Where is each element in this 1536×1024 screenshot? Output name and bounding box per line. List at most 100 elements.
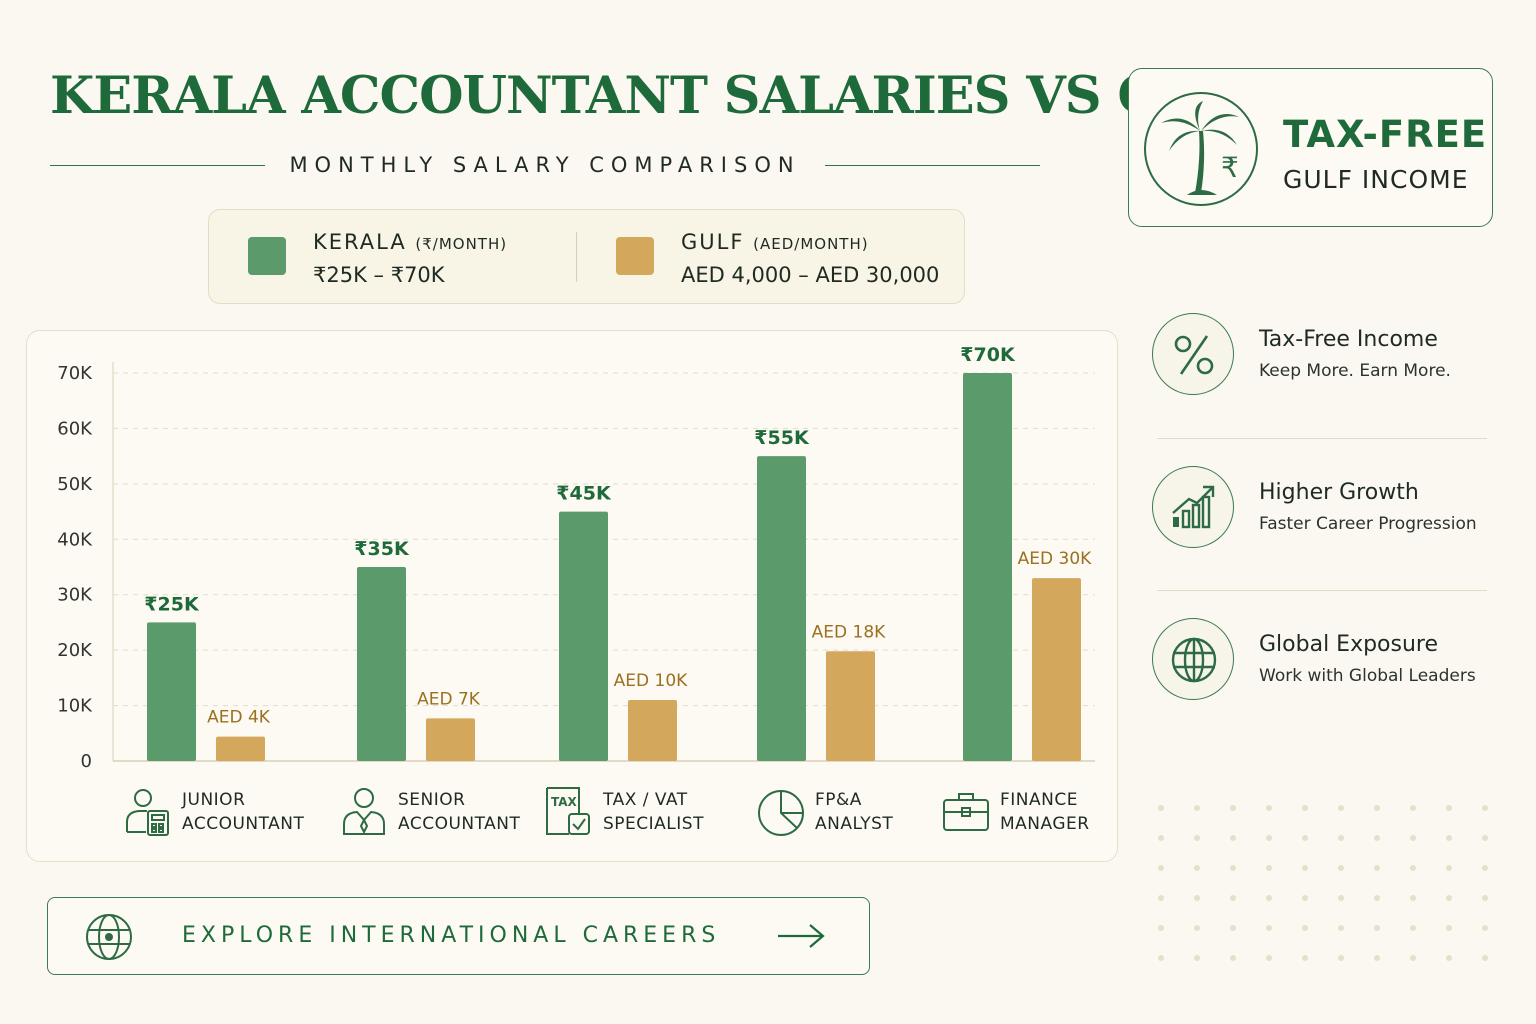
data-label-kerala: ₹35K (354, 538, 410, 560)
tax-document-icon: TAX (546, 787, 590, 835)
decorative-dot (1410, 865, 1416, 871)
category-label: JUNIOR ACCOUNTANT (182, 790, 305, 834)
feature-divider (1157, 590, 1487, 591)
decorative-dot (1194, 805, 1200, 811)
decorative-dot (1302, 895, 1308, 901)
legend-swatch-gulf (616, 237, 654, 275)
bar-gulf (1032, 578, 1081, 761)
legend-divider (576, 232, 577, 282)
feature-icon-circle (1152, 618, 1234, 700)
decorative-dot (1482, 925, 1488, 931)
svg-text:₹: ₹ (1221, 151, 1239, 184)
decorative-dot (1446, 925, 1452, 931)
arrow-right-icon (778, 924, 825, 948)
feature-desc: Keep More. Earn More. (1259, 361, 1451, 381)
decorative-dot (1266, 835, 1272, 841)
y-tick-label: 30K (57, 585, 93, 606)
decorative-dot (1302, 805, 1308, 811)
decorative-dot (1158, 865, 1164, 871)
briefcase-icon (943, 793, 989, 831)
data-label-kerala: ₹55K (754, 427, 810, 449)
data-label-kerala: ₹45K (556, 483, 612, 505)
explore-careers-button[interactable]: EXPLORE INTERNATIONAL CAREERS (47, 897, 870, 975)
data-label-kerala: ₹70K (960, 344, 1016, 366)
decorative-dot (1482, 865, 1488, 871)
bar-kerala (559, 511, 608, 761)
page-subtitle: MONTHLY SALARY COMPARISON (289, 153, 801, 177)
decorative-dot (1194, 955, 1200, 961)
decorative-dot (1158, 835, 1164, 841)
legend-range-kerala: ₹25K – ₹70K (313, 263, 445, 287)
decorative-dot (1230, 835, 1236, 841)
feature-title: Global Exposure (1259, 632, 1439, 657)
decorative-dot (1302, 835, 1308, 841)
divider (824, 164, 1040, 166)
decorative-dot (1266, 925, 1272, 931)
decorative-dot (1482, 805, 1488, 811)
feature-desc: Faster Career Progression (1259, 514, 1477, 534)
tax-free-card: ₹ TAX-FREE GULF INCOME (1128, 68, 1493, 227)
legend-name-kerala: KERALA (₹/MONTH) (313, 230, 507, 254)
decorative-dot (1338, 865, 1344, 871)
decorative-dot (1158, 955, 1164, 961)
data-label-kerala: ₹25K (144, 593, 200, 615)
category-finance-manager: FINANCE MANAGER (942, 786, 1090, 838)
decorative-dot (1302, 955, 1308, 961)
data-label-gulf: AED 4K (207, 708, 271, 728)
category-label: SENIOR ACCOUNTANT (398, 790, 521, 834)
decorative-dot (1302, 925, 1308, 931)
category-label: TAX / VAT SPECIALIST (603, 790, 704, 834)
category-tax-vat-specialist: TAX TAX / VAT SPECIALIST (545, 786, 704, 838)
decorative-dot (1194, 895, 1200, 901)
decorative-dot (1230, 955, 1236, 961)
y-tick-label: 40K (57, 529, 93, 550)
decorative-dot (1302, 865, 1308, 871)
data-label-gulf: AED 7K (417, 689, 481, 709)
decorative-dot (1194, 835, 1200, 841)
category-label: FINANCE MANAGER (1000, 790, 1090, 834)
legend-series-name: KERALA (313, 230, 407, 254)
y-tick-label: 50K (57, 474, 93, 495)
decorative-dot (1410, 895, 1416, 901)
category-junior-accountant: JUNIOR ACCOUNTANT (124, 786, 304, 838)
svg-text:TAX: TAX (551, 795, 578, 809)
decorative-dot (1482, 955, 1488, 961)
palm-rupee-icon: ₹ (1144, 92, 1258, 206)
decorative-dot (1410, 835, 1416, 841)
tax-free-subtitle: GULF INCOME (1283, 165, 1469, 194)
bar-kerala (757, 456, 806, 761)
bar-gulf (628, 700, 677, 761)
decorative-dot (1158, 895, 1164, 901)
decorative-dot (1482, 835, 1488, 841)
decorative-dot (1338, 835, 1344, 841)
decorative-dot (1338, 805, 1344, 811)
feature-higher-growth: Higher Growth Faster Career Progression (1152, 466, 1492, 556)
decorative-dot-grid (1158, 805, 1488, 961)
bar-gulf (826, 651, 875, 761)
decorative-dot (1266, 955, 1272, 961)
pie-chart-icon (758, 790, 804, 836)
decorative-dot (1446, 955, 1452, 961)
feature-global-exposure: Global Exposure Work with Global Leaders (1152, 618, 1492, 708)
y-tick-label: 20K (57, 640, 93, 661)
feature-icon-circle (1152, 466, 1234, 548)
decorative-dot (1230, 805, 1236, 811)
bar-gulf (216, 736, 265, 761)
subtitle-row: MONTHLY SALARY COMPARISON (50, 150, 1040, 180)
decorative-dot (1446, 895, 1452, 901)
y-tick-label: 10K (57, 696, 93, 717)
decorative-dot (1410, 955, 1416, 961)
bar-kerala (963, 373, 1012, 761)
feature-tax-free-income: Tax-Free Income Keep More. Earn More. (1152, 313, 1492, 403)
feature-icon-circle (1152, 313, 1234, 395)
decorative-dot (1374, 865, 1380, 871)
decorative-dot (1374, 835, 1380, 841)
decorative-dot (1446, 865, 1452, 871)
decorative-dot (1266, 865, 1272, 871)
decorative-dot (1338, 895, 1344, 901)
legend-swatch-kerala (248, 237, 286, 275)
decorative-dot (1338, 955, 1344, 961)
legend: KERALA (₹/MONTH) ₹25K – ₹70K GULF (AED/M… (208, 209, 965, 304)
decorative-dot (1230, 865, 1236, 871)
bar-kerala (147, 622, 196, 761)
